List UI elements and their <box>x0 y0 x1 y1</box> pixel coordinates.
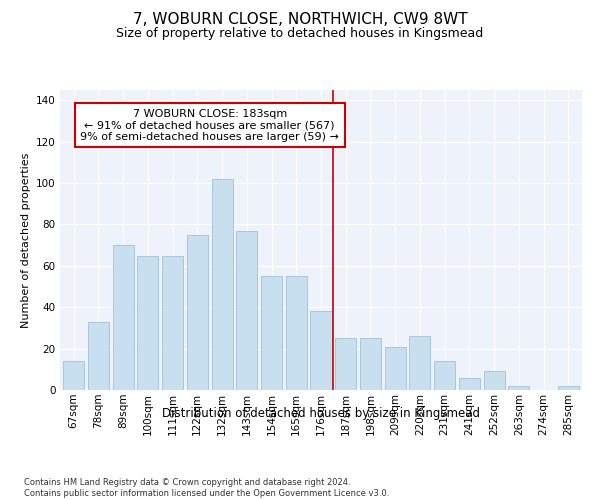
Bar <box>558 386 579 390</box>
Bar <box>212 179 233 390</box>
Bar <box>434 361 455 390</box>
Bar <box>409 336 430 390</box>
Bar <box>286 276 307 390</box>
Bar <box>113 245 134 390</box>
Text: Contains HM Land Registry data © Crown copyright and database right 2024.
Contai: Contains HM Land Registry data © Crown c… <box>24 478 389 498</box>
Text: 7, WOBURN CLOSE, NORTHWICH, CW9 8WT: 7, WOBURN CLOSE, NORTHWICH, CW9 8WT <box>133 12 467 28</box>
Bar <box>335 338 356 390</box>
Bar <box>88 322 109 390</box>
Text: Size of property relative to detached houses in Kingsmead: Size of property relative to detached ho… <box>116 28 484 40</box>
Bar <box>137 256 158 390</box>
Bar <box>484 372 505 390</box>
Bar <box>162 256 183 390</box>
Bar <box>508 386 529 390</box>
Bar <box>360 338 381 390</box>
Bar <box>310 312 332 390</box>
Bar <box>261 276 282 390</box>
Bar <box>385 346 406 390</box>
Bar <box>459 378 480 390</box>
Bar <box>187 235 208 390</box>
Text: 7 WOBURN CLOSE: 183sqm
← 91% of detached houses are smaller (567)
9% of semi-det: 7 WOBURN CLOSE: 183sqm ← 91% of detached… <box>80 108 339 142</box>
Bar <box>63 361 84 390</box>
Y-axis label: Number of detached properties: Number of detached properties <box>20 152 31 328</box>
Bar <box>236 230 257 390</box>
Text: Distribution of detached houses by size in Kingsmead: Distribution of detached houses by size … <box>162 408 480 420</box>
